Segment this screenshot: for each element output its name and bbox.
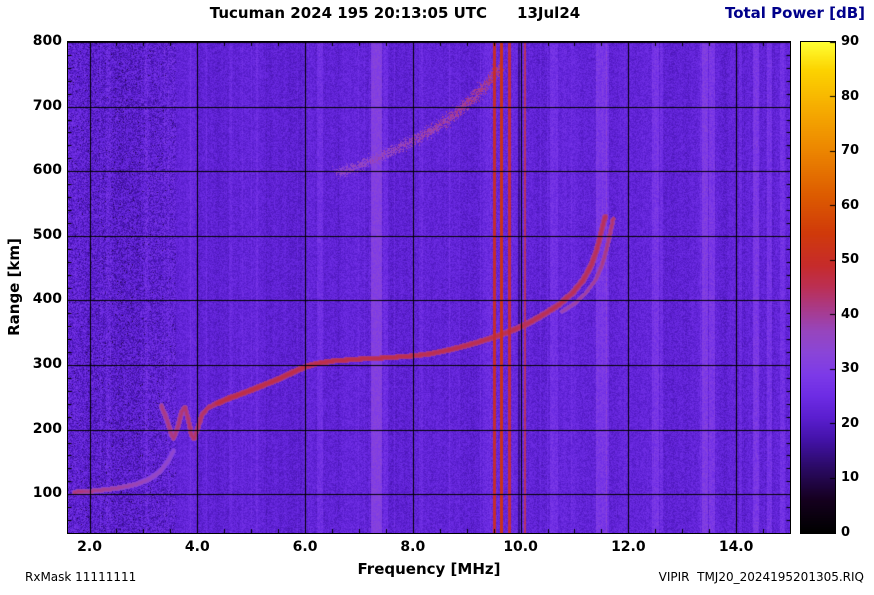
colorbar-gradient-canvas xyxy=(801,42,835,533)
colorbar-tick-label: 40 xyxy=(841,306,860,322)
x-tick-label: 8.0 xyxy=(400,539,426,555)
title-row: Tucuman 2024 195 20:13:05 UTC 13Jul24 xyxy=(0,4,790,22)
x-tick-label: 10.0 xyxy=(503,539,538,555)
colorbar-tick-label: 80 xyxy=(841,88,860,104)
x-tick-label: 4.0 xyxy=(184,539,210,555)
y-tick-label: 400 xyxy=(32,291,62,308)
colorbar-tick-label: 50 xyxy=(841,252,860,268)
plot-title: Tucuman 2024 195 20:13:05 UTC xyxy=(209,4,488,22)
colorbar-tick-label: 20 xyxy=(841,415,860,431)
y-tick-label: 600 xyxy=(32,162,62,179)
y-tick-label: 700 xyxy=(32,97,62,114)
colorbar-tick-label: 70 xyxy=(841,143,860,159)
y-tick-label: 300 xyxy=(32,356,62,373)
colorbar xyxy=(800,41,836,534)
colorbar-tick-label: 0 xyxy=(841,525,851,540)
colorbar-tick-label: 60 xyxy=(841,197,860,213)
y-tick-label: 800 xyxy=(32,33,62,49)
rxmask-label: RxMask 11111111 xyxy=(25,570,137,584)
plot-area xyxy=(67,41,791,534)
colorbar-tick-label: 30 xyxy=(841,361,860,377)
x-tick-label: 12.0 xyxy=(611,539,646,555)
plot-date: 13Jul24 xyxy=(517,4,581,22)
x-tick-label: 2.0 xyxy=(77,539,102,555)
y-tick-label: 200 xyxy=(32,420,62,437)
x-tick-label: 14.0 xyxy=(718,539,754,555)
colorbar-tick-label: 90 xyxy=(841,34,860,49)
x-tick-label: 6.0 xyxy=(292,539,318,555)
y-tick-label: 100 xyxy=(32,485,62,502)
filename-label: VIPIR TMJ20_2024195201305.RIQ xyxy=(658,570,864,584)
x-axis-label: Frequency [MHz] xyxy=(357,560,501,578)
y-axis-label: Range [km] xyxy=(5,238,23,336)
colorbar-title: Total Power [dB] xyxy=(724,4,865,22)
ionogram-heatmap-canvas xyxy=(68,42,790,533)
colorbar-tick-label: 10 xyxy=(841,470,860,486)
y-tick-label: 500 xyxy=(32,226,62,243)
